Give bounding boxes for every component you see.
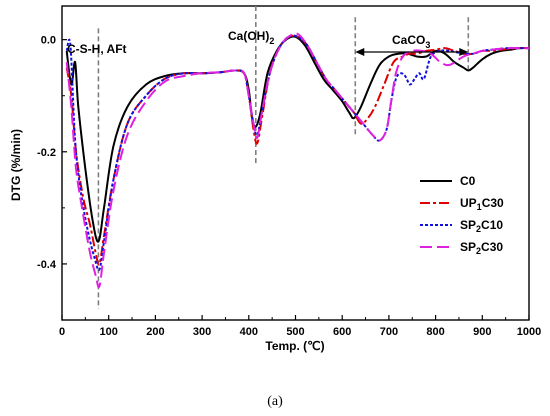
series-line-SP2C30: [65, 32, 529, 289]
x-tick-label: 400: [240, 326, 258, 338]
x-tick-label: 800: [426, 326, 444, 338]
x-axis-title: Temp. (℃): [265, 339, 324, 353]
caco3-arrow-head-left: [355, 48, 365, 56]
series-line-C0: [65, 35, 530, 243]
legend-label-rest: C10: [481, 218, 503, 232]
annotation-caoh2: Ca(OH)2: [228, 29, 274, 46]
legend-label-sub: 2: [476, 246, 481, 256]
legend-label-SP2C30: SP2C30: [460, 240, 503, 256]
figure-caption: (a): [267, 394, 283, 409]
annotation-caco3: CaCO3: [392, 33, 430, 50]
annotation-caco3-main: CaCO: [392, 33, 425, 47]
caco3-range-arrow: [355, 48, 469, 56]
legend-label-sub: 1: [477, 202, 482, 212]
legend-label-main: SP: [460, 218, 476, 232]
x-axis-ticks: 0 100 200 300 400 500 600 700 800 900 1000: [59, 315, 541, 338]
series-group: [65, 32, 530, 289]
annotation-caoh2-sub: 2: [269, 36, 274, 46]
legend-label-main: SP: [460, 240, 476, 254]
x-tick-label: 1000: [517, 326, 541, 338]
y-axis-title: DTG (%/min): [9, 129, 23, 201]
series-line-SP2C10: [65, 34, 529, 272]
caco3-arrow-head-right: [459, 48, 469, 56]
legend-label-rest: C30: [482, 196, 504, 210]
y-tick-label: 0.0: [41, 35, 56, 47]
y-tick-label: -0.4: [37, 259, 57, 271]
legend-label-C0: C0: [460, 174, 476, 188]
legend-label-rest: C30: [481, 240, 503, 254]
x-tick-label: 100: [100, 326, 118, 338]
legend-label-UP1C30: UP1C30: [460, 196, 504, 212]
x-tick-label: 600: [333, 326, 351, 338]
annotation-caoh2-main: Ca(OH): [228, 29, 269, 43]
annotation-csh: C-S-H, AFt: [67, 42, 127, 56]
y-axis-ticks: -0.4 -0.2 0.0: [37, 35, 67, 321]
x-tick-label: 200: [146, 326, 164, 338]
x-tick-label: 500: [286, 326, 304, 338]
x-tick-label: 300: [193, 326, 211, 338]
x-tick-label: 700: [380, 326, 398, 338]
x-tick-label: 900: [473, 326, 491, 338]
x-tick-label: 0: [59, 326, 65, 338]
legend-label-main: C0: [460, 174, 476, 188]
annotation-caco3-sub: 3: [425, 40, 430, 50]
legend-label-main: UP: [460, 196, 477, 210]
legend-label-SP2C10: SP2C10: [460, 218, 503, 234]
legend-label-sub: 2: [476, 224, 481, 234]
y-tick-label: -0.2: [37, 147, 56, 159]
